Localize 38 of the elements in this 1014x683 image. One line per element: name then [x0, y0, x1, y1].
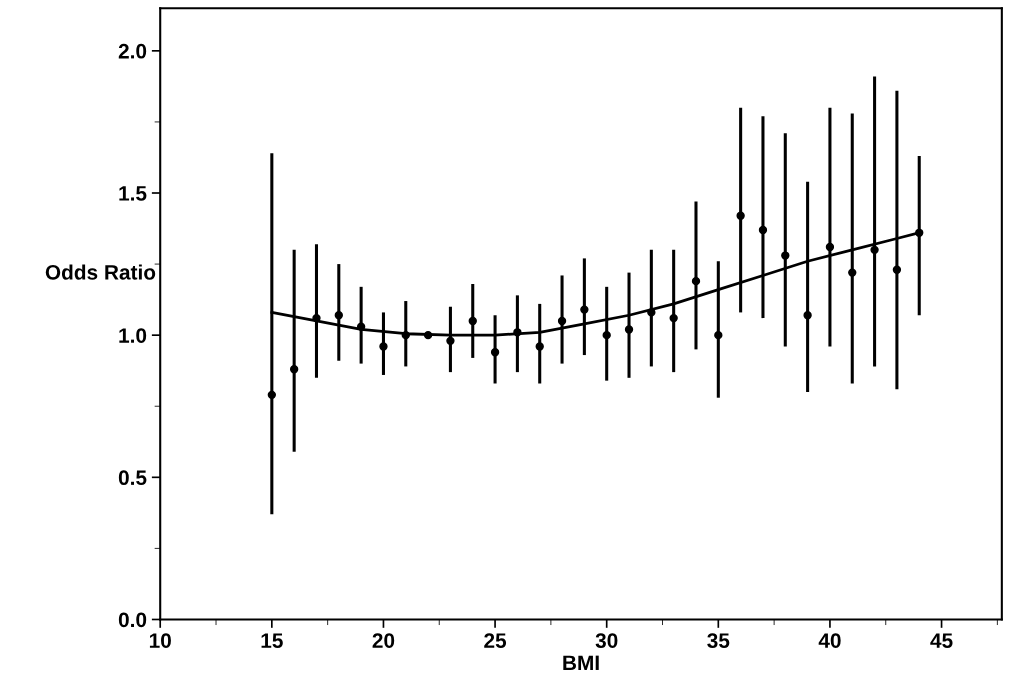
point — [736, 211, 745, 220]
x-tick-label: 20 — [372, 633, 395, 648]
x-tick-label: 10 — [149, 633, 171, 648]
point — [892, 265, 902, 274]
point — [825, 242, 835, 252]
point — [602, 330, 611, 340]
point — [289, 365, 299, 374]
point — [267, 390, 277, 400]
y-tick-label: 0.5 — [118, 470, 147, 486]
point — [691, 276, 701, 286]
point — [535, 342, 544, 351]
point — [580, 305, 589, 314]
x-tick-label: 15 — [261, 633, 283, 648]
point — [714, 330, 723, 340]
point — [557, 316, 567, 326]
x-tick-label: 35 — [707, 633, 730, 649]
x-tick-label: 30 — [595, 633, 618, 649]
x-tick-label: 25 — [484, 633, 507, 648]
point — [379, 342, 388, 351]
x-axis-title: BMI — [563, 655, 599, 670]
point — [446, 336, 455, 346]
y-tick-label: 1.0 — [119, 328, 147, 343]
point — [781, 251, 790, 260]
point — [669, 313, 678, 323]
point — [870, 245, 879, 255]
x-tick-label: 45 — [930, 633, 953, 648]
point — [624, 325, 634, 334]
point — [758, 225, 768, 235]
y-axis-title: Odds Ratio — [45, 264, 156, 280]
point — [490, 348, 500, 357]
point — [334, 311, 343, 320]
point — [848, 268, 857, 277]
point — [803, 311, 812, 320]
point — [468, 316, 477, 326]
x-tick-label: 40 — [818, 633, 841, 648]
y-tick-label: 0.0 — [118, 612, 147, 628]
y-tick-label: 1.5 — [119, 186, 147, 201]
y-tick-label: 2.0 — [118, 43, 147, 59]
